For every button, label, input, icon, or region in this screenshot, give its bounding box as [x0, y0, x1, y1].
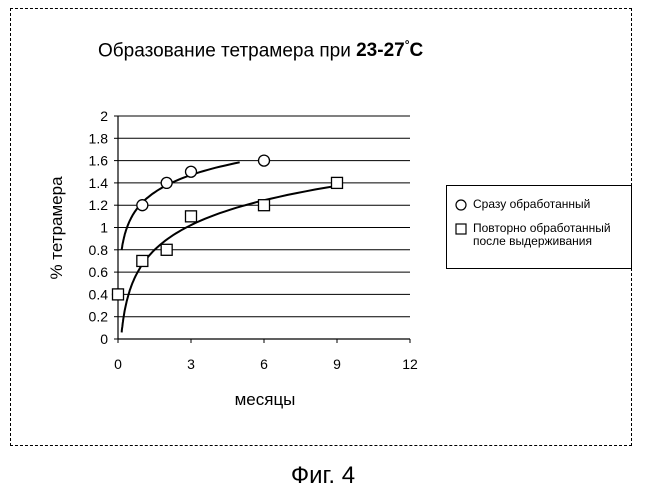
- y-tick-label: 0: [100, 331, 108, 347]
- axes: [114, 116, 410, 343]
- tick-labels: 0 0.2 0.4 0.6 0.8 1 1.2 1.4 1.6 1.8 2 0 3 6 9 12: [89, 108, 418, 372]
- grid-lines: [118, 116, 410, 339]
- x-tick-label: 9: [333, 356, 341, 372]
- y-tick-label: 1.6: [89, 153, 109, 169]
- circle-marker-icon: [455, 198, 469, 212]
- trend-line-2: [122, 186, 337, 333]
- data-point-circle: [259, 155, 270, 166]
- square-marker-icon: [455, 222, 469, 236]
- trend-lines: [122, 162, 337, 332]
- y-tick-label: 2: [100, 108, 108, 124]
- x-tick-label: 3: [187, 356, 195, 372]
- y-tick-label: 1.2: [89, 197, 109, 213]
- legend-label-1: Сразу обработанный: [473, 198, 623, 211]
- data-point-square: [259, 200, 270, 211]
- data-point-square: [186, 211, 197, 222]
- data-point-circle: [186, 166, 197, 177]
- x-axis-label: месяцы: [235, 390, 296, 409]
- data-point-square: [113, 289, 124, 300]
- x-tick-label: 6: [260, 356, 268, 372]
- x-tick-label: 12: [402, 356, 418, 372]
- y-tick-label: 0.2: [89, 309, 109, 325]
- y-tick-label: 0.4: [89, 286, 109, 302]
- y-tick-label: 0.6: [89, 264, 109, 280]
- data-point-square: [161, 244, 172, 255]
- data-point-circle: [161, 177, 172, 188]
- legend-item-2: Повторно обработанный после выдерживания: [455, 222, 623, 248]
- data-point-square: [137, 255, 148, 266]
- y-tick-label: 1.4: [89, 175, 109, 191]
- y-tick-label: 1: [100, 220, 108, 236]
- y-tick-label: 1.8: [89, 130, 109, 146]
- legend-label-2: Повторно обработанный после выдерживания: [473, 222, 623, 248]
- data-point-circle: [137, 200, 148, 211]
- y-axis-label: % тетрамера: [47, 176, 66, 280]
- data-point-square: [332, 177, 343, 188]
- x-tick-label: 0: [114, 356, 122, 372]
- legend-item-1: Сразу обработанный: [455, 198, 623, 212]
- figure-caption: Фиг. 4: [0, 462, 646, 490]
- chart-legend: Сразу обработанный Повторно обработанный…: [446, 185, 632, 269]
- y-tick-label: 0.8: [89, 242, 109, 258]
